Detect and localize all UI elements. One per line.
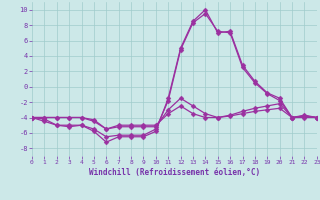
X-axis label: Windchill (Refroidissement éolien,°C): Windchill (Refroidissement éolien,°C) [89, 168, 260, 177]
